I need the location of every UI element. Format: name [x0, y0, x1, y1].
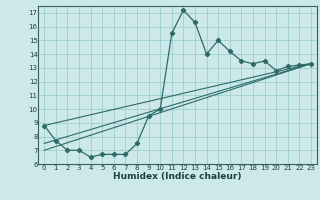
- X-axis label: Humidex (Indice chaleur): Humidex (Indice chaleur): [113, 172, 242, 181]
